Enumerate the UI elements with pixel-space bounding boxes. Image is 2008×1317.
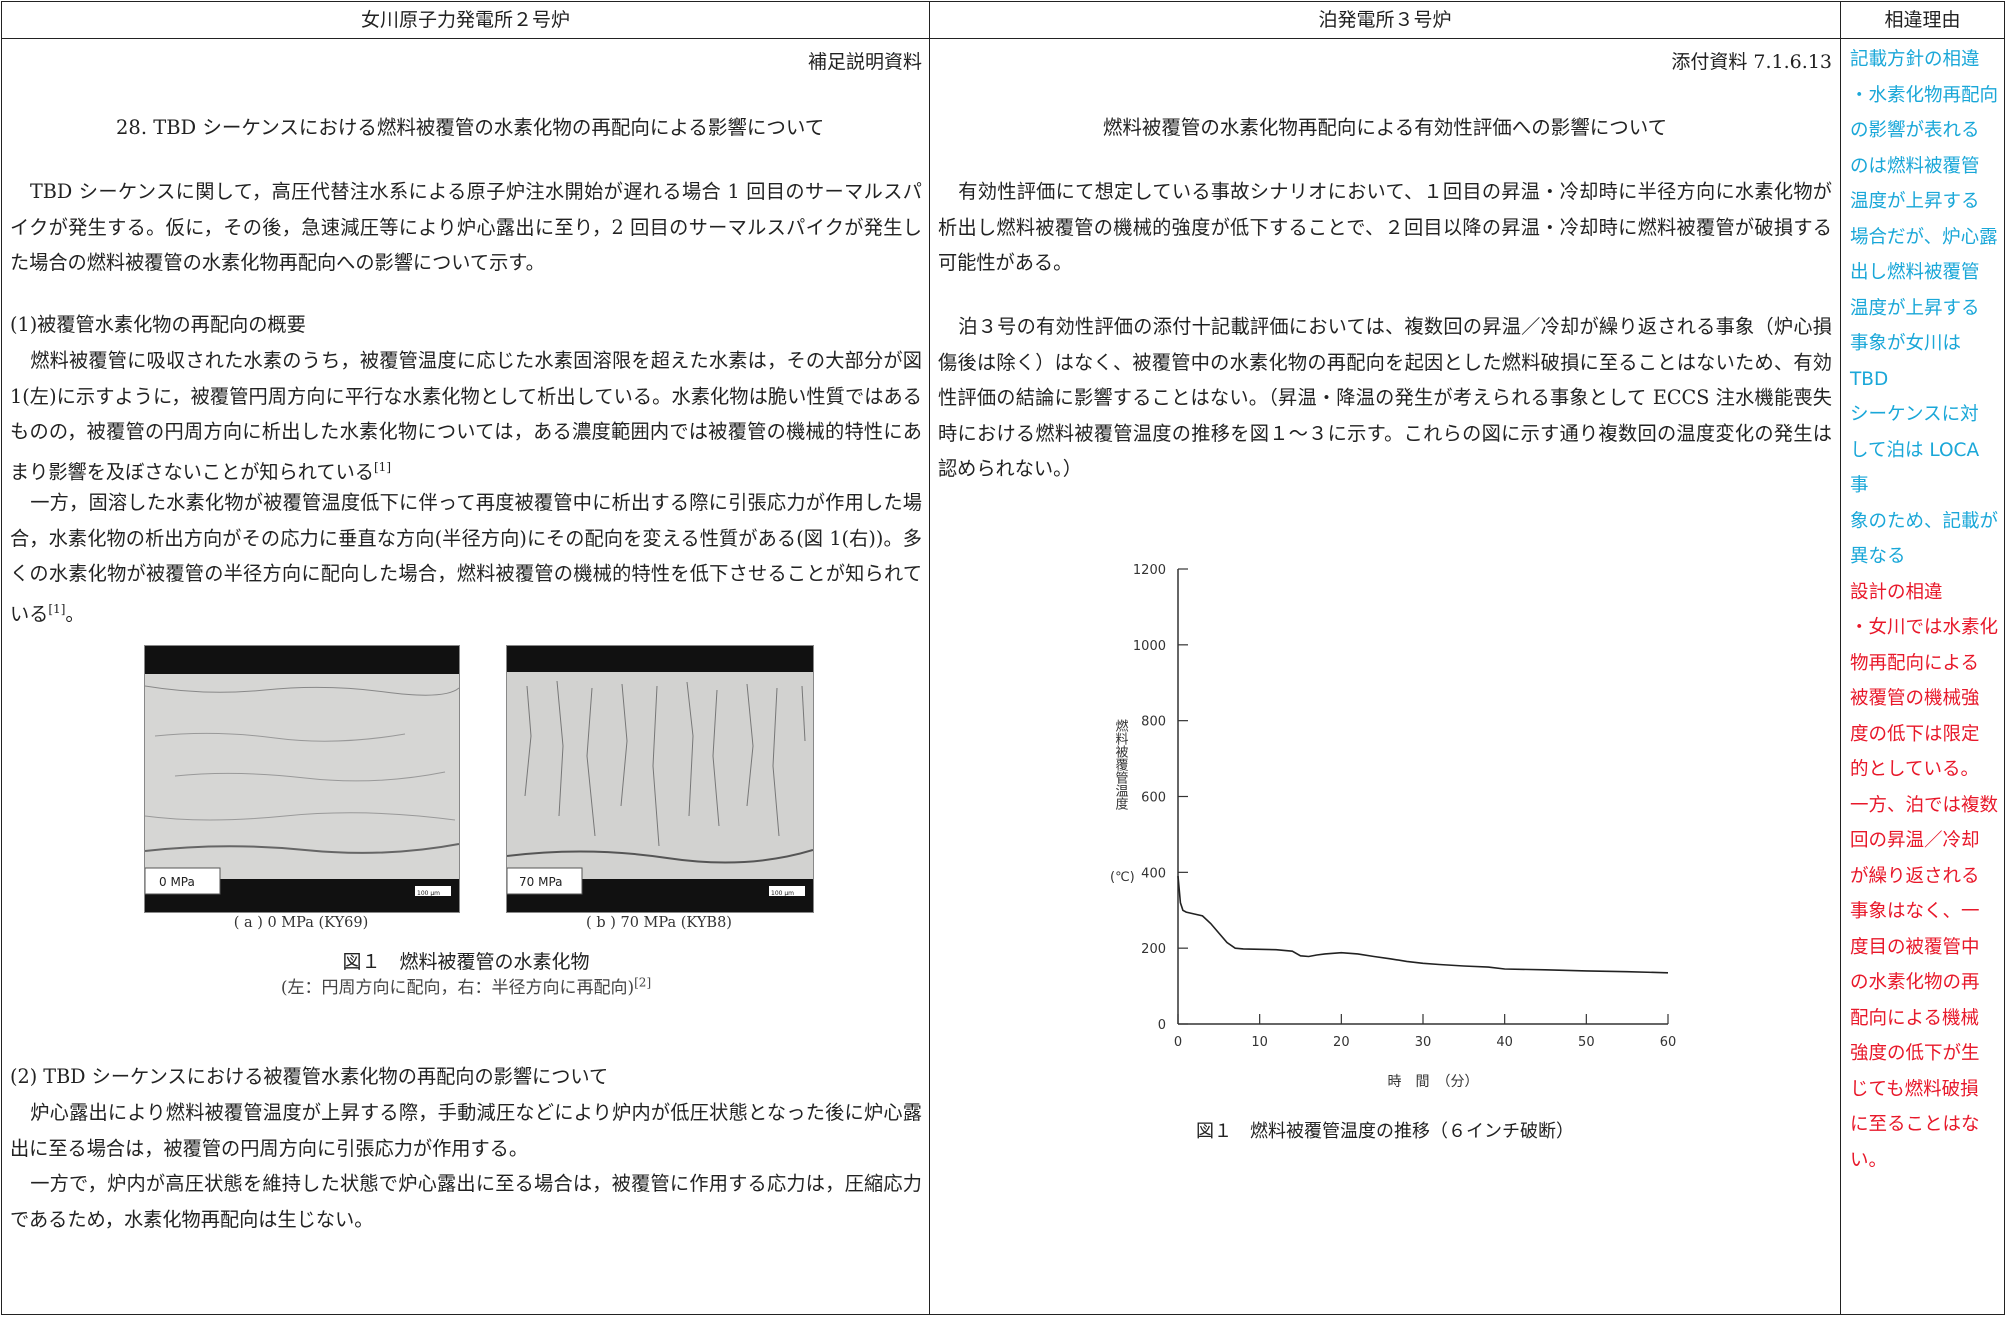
reason-column: 記載方針の相違 ・水素化物再配向 の影響が表れる のは燃料被覆管 温度が上昇する 場合だが… xyxy=(1850,42,2002,1314)
micrograph-a-caption: ( a ) 0 MPa (KY69) xyxy=(233,915,369,931)
header-divider xyxy=(2,38,2004,39)
micrograph-radial: 70 MPa 100 μm xyxy=(506,645,814,913)
reason-line: 度目の被覆管中 xyxy=(1850,936,1980,958)
x-tick-label: 30 xyxy=(1415,1035,1432,1050)
reason-line: 象のため、記載が xyxy=(1850,510,1999,532)
y-tick-label: 200 xyxy=(1141,942,1166,957)
section1-paragraph2: 一方，固溶した水素化物が被覆管温度低下に伴って再度被覆管中に析出する際に引張応力… xyxy=(10,485,922,631)
section2-paragraph2: 一方で，炉内が高圧状態を維持した状態で炉心露出に至る場合は，被覆管に作用する応力… xyxy=(10,1166,922,1237)
micrograph-a-svg: 0 MPa 100 μm xyxy=(145,646,459,912)
reason-line: 被覆管の機械強 xyxy=(1850,688,1980,709)
reason-line: 回の昇温／冷却 xyxy=(1850,830,1980,851)
middle-paragraph2: 泊３号の有効性評価の添付十記載評価においては、複数回の昇温／冷却が繰り返される事… xyxy=(938,309,1832,487)
reason-line: に至ることはな xyxy=(1850,1114,1980,1135)
section1-p2-text: 一方，固溶した水素化物が被覆管温度低下に伴って再度被覆管中に析出する際に引張応力… xyxy=(10,491,923,625)
reason-line: 一方、泊では複数 xyxy=(1850,794,1999,816)
micrograph-b-svg: 70 MPa 100 μm xyxy=(507,646,813,912)
reason-line: が繰り返される xyxy=(1850,865,1980,887)
section1-p2-end: 。 xyxy=(65,601,85,625)
reason-line: の水素化物の再 xyxy=(1850,972,1980,993)
reason-line: 的としている。 xyxy=(1850,759,1979,780)
y-axis-label: 燃料被覆管温度 xyxy=(1113,718,1129,810)
reason-line: い。 xyxy=(1850,1149,1888,1171)
micrograph-b-caption: ( b ) 70 MPa (KYB8) xyxy=(586,915,732,931)
x-axis-label: 時 間 （分） xyxy=(1388,1074,1479,1089)
x-tick-label: 0 xyxy=(1174,1035,1182,1050)
left-column: 補足説明資料 28. TBD シーケンスにおける燃料被覆管の水素化物の再配向によ… xyxy=(10,39,922,1314)
reason-notes: 記載方針の相違 ・水素化物再配向 の影響が表れる のは燃料被覆管 温度が上昇する 場合だが… xyxy=(1850,42,2002,1178)
reason-line: 強度の低下が生 xyxy=(1850,1043,1980,1064)
scale-bar-b: 100 μm xyxy=(771,890,794,897)
micrograph-a-tag: 0 MPa xyxy=(159,875,195,889)
reason-line: 記載方針の相違 xyxy=(1850,49,1980,70)
header-reason: 相違理由 xyxy=(1884,9,1961,31)
left-intro: TBD シーケンスに関して，高圧代替注水系による原子炉注水開始が遅れる場合 1 … xyxy=(10,174,922,281)
left-intro-text: TBD シーケンスに関して，高圧代替注水系による原子炉注水開始が遅れる場合 1 … xyxy=(10,180,922,274)
y-tick-label: 800 xyxy=(1141,715,1166,730)
figure1-caption: 図１ 燃料被覆管の水素化物 xyxy=(342,951,590,973)
attachment-label: 添付資料 7.1.6.13 xyxy=(1671,51,1832,73)
section2-p1-text: 炉心露出により燃料被覆管温度が上昇する際，手動減圧などにより炉内が低圧状態となっ… xyxy=(10,1101,922,1160)
reason-line: 事象が女川は TBD xyxy=(1850,333,1962,390)
reference-mark: [2] xyxy=(634,975,652,990)
y-axis-unit: (℃) xyxy=(1110,870,1135,885)
reason-line: して泊は LOCA 事 xyxy=(1850,439,1980,497)
chart-caption: 図１ 燃料被覆管温度の推移（６インチ破断） xyxy=(1196,1121,1574,1142)
x-tick-label: 60 xyxy=(1660,1035,1677,1050)
x-tick-label: 10 xyxy=(1251,1035,1268,1050)
reason-line: ・水素化物再配向 xyxy=(1850,84,1999,106)
section1-p1-text: 燃料被覆管に吸収された水素のうち，被覆管温度に応じた水素固溶限を超えた水素は，そ… xyxy=(10,349,922,483)
header-tomari: 泊発電所３号炉 xyxy=(1318,9,1452,31)
section2-heading: (2) TBD シーケンスにおける被覆管水素化物の再配向の影響について xyxy=(10,1065,609,1088)
middle-column: 添付資料 7.1.6.13 燃料被覆管の水素化物再配向による有効性評価への影響に… xyxy=(938,39,1832,1314)
column-divider-2 xyxy=(1840,2,1841,1314)
micrograph-circumferential: 0 MPa 100 μm xyxy=(144,645,460,913)
scale-bar-a: 100 μm xyxy=(417,890,440,897)
section2-paragraph1: 炉心露出により燃料被覆管温度が上昇する際，手動減圧などにより炉内が低圧状態となっ… xyxy=(10,1095,922,1166)
y-tick-label: 1200 xyxy=(1133,563,1166,578)
section2-p2-text: 一方で，炉内が高圧状態を維持した状態で炉心露出に至る場合は，被覆管に作用する応力… xyxy=(10,1172,922,1231)
section1-heading: (1)被覆管水素化物の再配向の概要 xyxy=(10,313,306,336)
reference-mark: [1] xyxy=(48,601,66,616)
reason-line: 温度が上昇する xyxy=(1850,191,1980,212)
reason-line: 度の低下は限定 xyxy=(1850,723,1980,745)
reason-line: 出し燃料被覆管 xyxy=(1850,262,1980,283)
header-onagawa: 女川原子力発電所２号炉 xyxy=(360,9,570,31)
middle-p1-text: 有効性評価にて想定している事故シナリオにおいて、１回目の昇温・冷却時に半径方向に… xyxy=(938,180,1832,274)
reason-line: 場合だが、炉心露 xyxy=(1850,226,1998,248)
reason-line: 物再配向による xyxy=(1850,652,1979,674)
reason-line: じても燃料破損 xyxy=(1850,1078,1979,1100)
x-tick-label: 50 xyxy=(1578,1035,1595,1050)
reason-line: ・女川では水素化 xyxy=(1850,617,1999,638)
section1-paragraph1: 燃料被覆管に吸収された水素のうち，被覆管温度に応じた水素固溶限を超えた水素は，そ… xyxy=(10,343,922,489)
figure1-subcaption: (左：円周方向に配向，右：半径方向に再配向)[2] xyxy=(10,973,922,998)
y-tick-label: 1000 xyxy=(1133,639,1166,654)
figure1-subcaption-text: (左：円周方向に配向，右：半径方向に再配向) xyxy=(280,978,635,998)
y-tick-label: 400 xyxy=(1141,866,1166,881)
middle-p2-text: 泊３号の有効性評価の添付十記載評価においては、複数回の昇温／冷却が繰り返される事… xyxy=(938,315,1832,480)
series-line xyxy=(1177,876,1669,974)
reason-line: 事象はなく、一 xyxy=(1850,901,1980,922)
reason-line: 設計の相違 xyxy=(1850,581,1943,603)
reason-line: 異なる xyxy=(1850,546,1906,567)
x-tick-label: 40 xyxy=(1496,1035,1513,1050)
reason-line: 温度が上昇する xyxy=(1850,297,1980,319)
temperature-chart: 0 200 400 600 800 1000 1200 0 10 20 30 40 50 60 燃料被覆管温… xyxy=(1110,563,1677,1089)
reference-mark: [1] xyxy=(374,459,391,474)
y-tick-label: 0 xyxy=(1158,1018,1166,1033)
middle-title: 燃料被覆管の水素化物再配向による有効性評価への影響について xyxy=(1102,116,1668,139)
reason-line: 配向による機械 xyxy=(1850,1007,1979,1029)
supplementary-label: 補足説明資料 xyxy=(807,51,922,73)
reason-line: のは燃料被覆管 xyxy=(1850,155,1980,177)
x-tick-label: 20 xyxy=(1333,1035,1350,1050)
column-divider-1 xyxy=(929,2,930,1314)
micrograph-b-tag: 70 MPa xyxy=(519,875,563,889)
y-tick-label: 600 xyxy=(1141,791,1166,806)
middle-paragraph1: 有効性評価にて想定している事故シナリオにおいて、１回目の昇温・冷却時に半径方向に… xyxy=(938,174,1832,281)
reason-line: の影響が表れる xyxy=(1850,120,1980,141)
left-title: 28. TBD シーケンスにおける燃料被覆管の水素化物の再配向による影響について xyxy=(116,116,825,139)
reason-line: シーケンスに対 xyxy=(1850,404,1979,425)
